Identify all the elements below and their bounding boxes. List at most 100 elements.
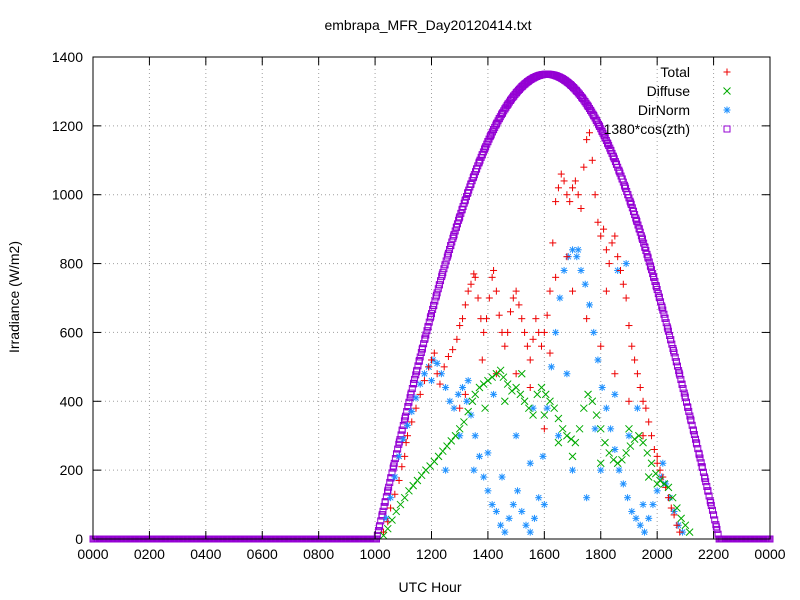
data-point bbox=[588, 156, 596, 164]
data-point bbox=[601, 438, 609, 447]
data-point bbox=[428, 377, 435, 385]
data-point bbox=[478, 151, 486, 159]
data-point bbox=[695, 451, 703, 459]
data-point bbox=[639, 432, 647, 440]
legend: Total Diffuse DirNorm 1380*cos(zth) bbox=[604, 64, 731, 137]
data-point bbox=[530, 514, 538, 522]
data-point bbox=[405, 398, 413, 406]
data-point bbox=[517, 369, 526, 378]
data-point bbox=[675, 369, 683, 377]
data-point bbox=[547, 363, 555, 371]
data-point bbox=[537, 383, 546, 392]
data-point bbox=[645, 514, 653, 522]
data-point bbox=[666, 331, 674, 339]
data-point bbox=[518, 507, 526, 515]
data-point bbox=[645, 418, 653, 426]
data-point bbox=[488, 128, 496, 136]
chart-title: embrapa_MFR_Day20120414.txt bbox=[324, 17, 531, 33]
data-point bbox=[563, 370, 571, 378]
data-point bbox=[596, 459, 605, 468]
data-point bbox=[687, 415, 695, 423]
data-point bbox=[608, 239, 616, 247]
data-point bbox=[533, 390, 542, 399]
data-point bbox=[395, 476, 403, 484]
y-tick-label: 1400 bbox=[52, 49, 83, 65]
data-point bbox=[442, 384, 450, 392]
data-point bbox=[618, 455, 626, 464]
series-diffuse bbox=[379, 366, 694, 540]
data-point bbox=[526, 384, 534, 392]
legend-label: Diffuse bbox=[647, 83, 691, 99]
data-point bbox=[464, 189, 472, 197]
data-point bbox=[599, 129, 607, 137]
data-point bbox=[450, 404, 458, 412]
data-point bbox=[575, 424, 584, 433]
data-point bbox=[481, 404, 489, 413]
data-point bbox=[424, 323, 432, 331]
y-tick-label: 600 bbox=[60, 324, 84, 340]
data-point bbox=[488, 501, 496, 509]
data-point bbox=[508, 387, 516, 395]
data-point bbox=[647, 459, 656, 468]
data-point bbox=[577, 204, 585, 212]
data-point bbox=[408, 408, 416, 416]
data-point bbox=[453, 335, 461, 343]
data-point bbox=[398, 426, 406, 434]
data-point bbox=[653, 480, 662, 488]
data-point bbox=[703, 482, 711, 490]
data-point bbox=[373, 531, 381, 539]
data-point bbox=[596, 424, 605, 433]
data-point bbox=[470, 270, 478, 278]
data-point bbox=[653, 459, 661, 467]
data-point bbox=[602, 404, 610, 412]
x-tick-label: 1600 bbox=[529, 546, 560, 562]
data-point bbox=[658, 303, 666, 311]
legend-marker bbox=[723, 106, 731, 114]
data-point bbox=[471, 432, 479, 440]
data-point bbox=[416, 380, 424, 388]
data-point bbox=[496, 366, 505, 375]
data-point bbox=[516, 390, 525, 399]
data-point bbox=[644, 473, 653, 481]
series-total bbox=[380, 129, 684, 536]
data-point bbox=[540, 425, 548, 433]
data-point bbox=[585, 129, 593, 137]
data-point bbox=[681, 521, 690, 530]
data-point bbox=[374, 527, 382, 535]
data-point bbox=[391, 473, 399, 481]
data-point bbox=[583, 136, 591, 144]
data-point bbox=[667, 504, 675, 512]
x-axis-label: UTC Hour bbox=[398, 579, 461, 595]
data-point bbox=[605, 260, 613, 268]
data-point bbox=[495, 311, 503, 319]
data-point bbox=[433, 370, 441, 378]
data-point bbox=[386, 478, 394, 486]
data-point bbox=[651, 469, 660, 478]
data-point bbox=[669, 344, 677, 352]
data-point bbox=[446, 397, 454, 405]
data-point bbox=[600, 225, 608, 233]
data-point bbox=[708, 506, 716, 514]
data-point bbox=[540, 501, 548, 509]
data-point bbox=[526, 528, 534, 536]
data-point bbox=[552, 273, 560, 281]
data-point bbox=[475, 452, 483, 460]
data-point bbox=[543, 311, 551, 319]
data-point bbox=[499, 373, 508, 382]
data-point bbox=[670, 511, 678, 519]
data-point bbox=[546, 287, 554, 295]
data-point bbox=[540, 411, 549, 419]
data-point bbox=[615, 466, 623, 474]
data-point bbox=[560, 266, 568, 274]
data-point bbox=[518, 315, 526, 323]
data-point bbox=[456, 322, 464, 330]
data-point bbox=[591, 425, 599, 433]
data-point bbox=[452, 223, 460, 231]
data-point bbox=[604, 140, 612, 148]
data-point bbox=[464, 377, 472, 385]
data-point bbox=[598, 384, 606, 392]
x-tick-label: 2000 bbox=[642, 546, 673, 562]
data-point bbox=[631, 356, 639, 364]
data-point bbox=[487, 130, 495, 138]
data-point bbox=[529, 411, 537, 419]
